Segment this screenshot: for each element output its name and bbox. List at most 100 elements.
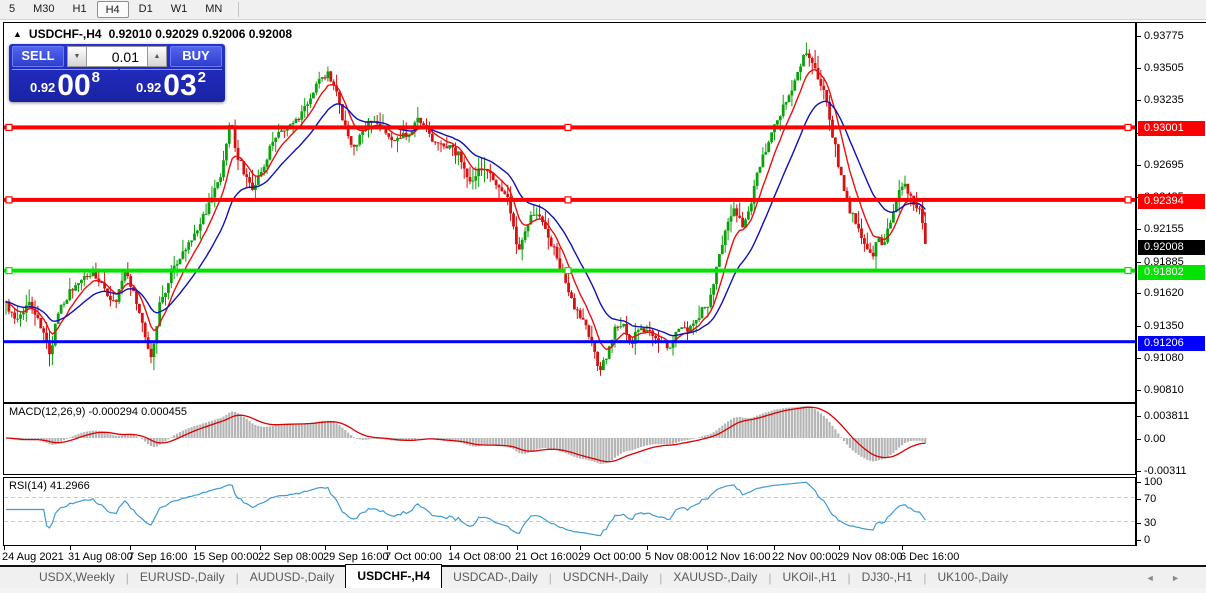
price-tick — [1137, 229, 1141, 231]
chart-tab-5[interactable]: USDCNH-,Daily — [562, 570, 649, 584]
timeframe-button-h1[interactable]: H1 — [72, 3, 87, 15]
rsi-line — [6, 481, 926, 537]
chart-tab-0[interactable]: USDX,Weekly — [39, 570, 115, 584]
price-badge: 0.91802 — [1138, 264, 1205, 280]
price-axis-label: 0.91620 — [1144, 287, 1184, 300]
time-tick — [130, 546, 131, 550]
window-splitter — [0, 565, 1206, 567]
sell-price-pip-digit: 8 — [91, 69, 101, 86]
date-label: 7 Oct 00:00 — [385, 551, 442, 563]
rsi-axis-tick — [1137, 499, 1141, 500]
rsi-chart — [4, 481, 1135, 537]
price-tick — [1137, 293, 1141, 295]
price-axis-label: 0.93775 — [1144, 30, 1184, 42]
time-tick — [517, 546, 518, 550]
macd-indicator-pane: MACD(12,26,9) -0.000294 0.000455 — [3, 403, 1136, 475]
price-tick — [1137, 261, 1141, 263]
macd-axis-label: 0.003811 — [1144, 410, 1190, 422]
price-badge: 0.93001 — [1138, 121, 1205, 137]
time-tick — [4, 546, 5, 550]
chart-tab-8[interactable]: DJ30-,H1 — [861, 570, 913, 584]
date-label: 22 Nov 00:00 — [772, 551, 838, 563]
lot-decrease-button[interactable]: ▼ — [67, 46, 87, 67]
tab-separator: | — [548, 570, 552, 585]
chart-ohlc-values: 0.92010 0.92029 0.92006 0.92008 — [108, 27, 293, 41]
sell-price-display: 0.92 00 8 — [12, 69, 118, 102]
tab-separator: | — [847, 570, 851, 585]
time-tick — [70, 546, 71, 550]
sell-price-big-digits: 00 — [57, 69, 91, 102]
rsi-axis-label: 100 — [1144, 476, 1163, 488]
tab-scroll-left-icon[interactable]: ◄ — [1145, 573, 1155, 583]
lot-stepper: ▼ ▲ — [67, 46, 167, 67]
macd-axis-tick — [1137, 439, 1141, 440]
timeframe-button-h4[interactable]: H4 — [96, 1, 129, 18]
time-tick — [325, 546, 326, 550]
price-axis-label: 0.93505 — [1144, 62, 1184, 75]
collapse-panel-icon[interactable]: ▲ — [13, 29, 22, 39]
macd-axis-label: -0.00311 — [1144, 465, 1187, 477]
rsi-axis-label: 70 — [1144, 493, 1157, 505]
time-tick — [580, 546, 581, 550]
date-label: 6 Dec 16:00 — [900, 551, 960, 563]
price-tick — [1137, 36, 1141, 37]
price-tick — [1137, 357, 1141, 359]
chart-symbol-title: USDCHF-,H4 — [28, 27, 102, 41]
time-axis: 24 Aug 2021 31 Aug 08:00 7 Sep 16:00 15 Sep… — [0, 546, 1206, 565]
chart-tab-3[interactable]: USDCHF-,H4 — [345, 563, 443, 588]
price-tick — [1137, 68, 1141, 70]
date-label: 29 Oct 00:00 — [578, 551, 641, 563]
price-axis-label: 0.91080 — [1144, 351, 1184, 364]
chart-header: ▲ USDCHF-,H4 0.92010 0.92029 0.92006 0.9… — [13, 27, 292, 41]
timeframe-button-w1[interactable]: W1 — [170, 3, 188, 15]
moving-averages-layer — [5, 68, 926, 351]
time-tick — [260, 546, 261, 550]
chart-tab-bar: USDX,Weekly | EURUSD-,Daily | AUDUSD-,Daily U… — [0, 563, 1206, 588]
date-label: 22 Sep 08:00 — [258, 551, 324, 563]
price-tick — [1137, 325, 1141, 327]
tab-scroll-right-icon[interactable]: ► — [1171, 573, 1180, 583]
sell-price-base: 0.92 — [29, 80, 56, 95]
macd-axis-tick — [1137, 471, 1141, 472]
rsi-axis-label: 30 — [1144, 517, 1157, 529]
chart-tab-4[interactable]: USDCAD-,Daily — [453, 570, 538, 584]
timeframe-button-mn[interactable]: MN — [205, 3, 223, 15]
time-tick — [774, 546, 775, 550]
tab-separator: | — [125, 570, 129, 585]
time-tick — [707, 546, 708, 550]
chart-tab-7[interactable]: UKOil-,H1 — [782, 570, 837, 584]
date-label: 31 Aug 08:00 — [68, 551, 133, 563]
macd-label: MACD(12,26,9) -0.000294 0.000455 — [9, 406, 187, 418]
chart-tab-9[interactable]: UK100-,Daily — [937, 570, 1009, 584]
date-label: 5 Nov 08:00 — [645, 551, 705, 563]
sell-button[interactable]: SELL — [12, 46, 64, 67]
time-tick — [450, 546, 451, 550]
time-tick — [839, 546, 840, 550]
tab-separator: | — [768, 570, 772, 585]
timeframe-button-m30[interactable]: M30 — [33, 3, 55, 15]
date-label: 29 Nov 08:00 — [837, 551, 903, 563]
chart-tab-6[interactable]: XAUUSD-,Daily — [673, 570, 758, 584]
lot-input[interactable] — [87, 46, 147, 67]
tab-separator: | — [659, 570, 663, 585]
date-label: 14 Oct 08:00 — [448, 551, 511, 563]
timeframe-button-5[interactable]: 5 — [9, 3, 16, 15]
timeframe-button-d1[interactable]: D1 — [138, 3, 153, 15]
price-tick — [1137, 389, 1141, 391]
macd-chart — [5, 406, 927, 464]
price-axis-label: 0.90810 — [1144, 383, 1184, 396]
buy-price-base: 0.92 — [135, 80, 162, 95]
chart-tab-1[interactable]: EURUSD-,Daily — [139, 570, 225, 584]
price-badge: 0.92008 — [1138, 239, 1205, 255]
buy-button[interactable]: BUY — [170, 46, 222, 67]
price-badge: 0.91206 — [1138, 335, 1205, 351]
rsi-axis-tick — [1137, 523, 1141, 524]
buy-price-pip-digit: 2 — [197, 69, 207, 86]
price-axis-label: 0.92155 — [1144, 223, 1184, 236]
rsi-label: RSI(14) 41.2966 — [9, 480, 90, 492]
lot-increase-button[interactable]: ▲ — [147, 46, 167, 67]
time-tick — [647, 546, 648, 550]
buy-price-big-digits: 03 — [163, 69, 197, 102]
macd-signal-line — [5, 406, 926, 463]
chart-tab-2[interactable]: AUDUSD-,Daily — [249, 570, 335, 584]
